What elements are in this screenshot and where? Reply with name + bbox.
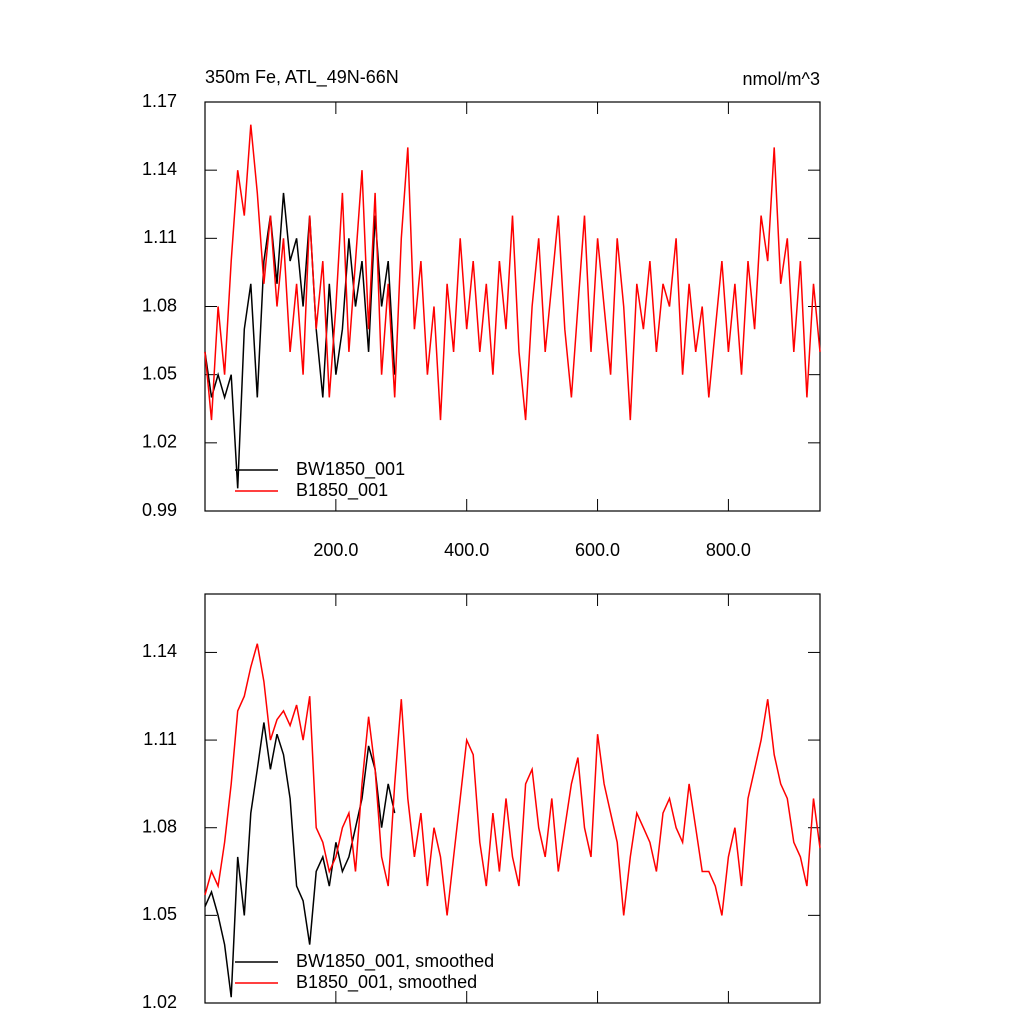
chart-title: 350m Fe, ATL_49N-66N (205, 67, 399, 88)
y-tick-label: 1.08 (142, 816, 177, 836)
y-tick-label: 1.17 (142, 91, 177, 111)
x-tick-label: 800.0 (706, 540, 751, 560)
data-line (204, 643, 821, 916)
y-tick-label: 1.05 (142, 363, 177, 383)
data-line (204, 124, 821, 421)
x-tick-label: 200.0 (313, 540, 358, 560)
legend-label: BW1850_001 (296, 459, 405, 480)
data-line (204, 722, 396, 998)
legend-label: B1850_001 (296, 480, 388, 501)
y-tick-label: 1.02 (142, 992, 177, 1012)
x-tick-label: 600.0 (575, 540, 620, 560)
y-tick-label: 1.14 (142, 641, 177, 661)
x-tick-label: 400.0 (444, 540, 489, 560)
y-tick-label: 0.99 (142, 500, 177, 520)
y-tick-label: 1.08 (142, 295, 177, 315)
units-label: nmol/m^3 (743, 69, 820, 89)
y-tick-label: 1.11 (143, 729, 177, 749)
y-tick-label: 1.11 (143, 227, 177, 247)
y-tick-label: 1.02 (142, 432, 177, 452)
y-tick-label: 1.14 (142, 159, 177, 179)
plot-frame (204, 593, 821, 1004)
legend-label: B1850_001, smoothed (296, 972, 477, 993)
plot-frame (204, 101, 821, 512)
y-tick-label: 1.05 (142, 904, 177, 924)
legend-label: BW1850_001, smoothed (296, 951, 494, 972)
